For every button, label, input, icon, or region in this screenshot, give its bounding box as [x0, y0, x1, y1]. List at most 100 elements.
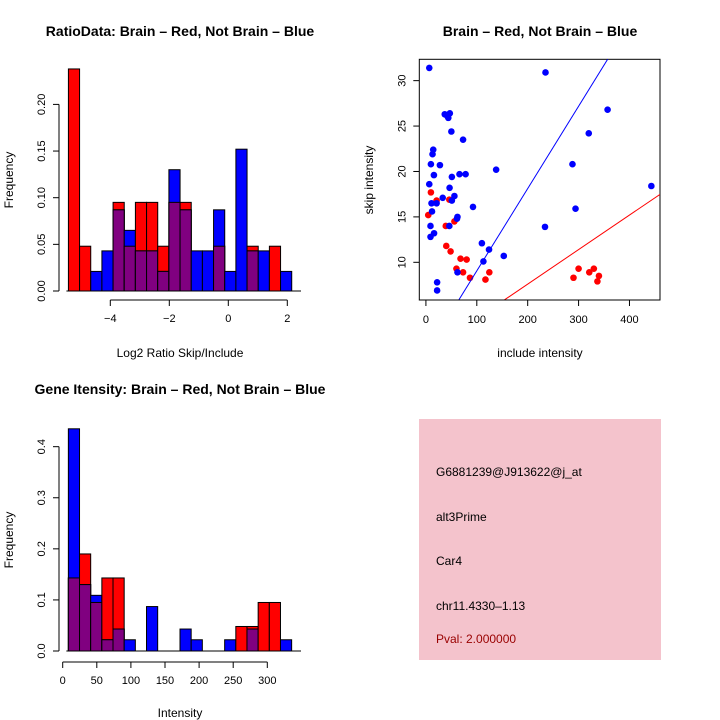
- point-brain: [457, 255, 464, 262]
- point-not-brain: [436, 161, 444, 169]
- point-not-brain: [456, 170, 463, 178]
- point-brain: [595, 272, 603, 280]
- x-tick-label: 200: [190, 675, 208, 687]
- scatter-xlabel: include intensity: [497, 346, 582, 360]
- point-not-brain: [448, 197, 456, 204]
- y-tick-label: 0.3: [36, 490, 48, 505]
- bar-overlap: [134, 250, 148, 292]
- x-tick-label: 100: [468, 314, 486, 326]
- bar-overlap: [112, 209, 125, 292]
- y-tick-label: 20: [396, 165, 408, 177]
- bar-overlap: [246, 628, 259, 652]
- gene-intensity-title: Gene Itensity: Brain – Red, Not Brain – …: [35, 381, 326, 397]
- info-panel: G6881239@J913622@j_at alt3Prime Car4 chr…: [419, 419, 661, 660]
- bar-not-brain: [235, 148, 248, 292]
- x-tick-label: 0: [60, 675, 66, 687]
- point-not-brain: [427, 160, 435, 168]
- bar-brain: [79, 245, 92, 292]
- point-not-brain: [433, 278, 441, 286]
- point-brain: [427, 189, 435, 196]
- bar-overlap: [101, 639, 114, 652]
- point-not-brain: [478, 239, 486, 247]
- y-tick-label: 0.15: [36, 140, 48, 161]
- bar-not-brain: [279, 639, 293, 652]
- point-brain: [585, 268, 593, 276]
- point-not-brain: [433, 199, 440, 207]
- point-not-brain: [446, 184, 453, 192]
- x-tick-label: 300: [569, 314, 587, 326]
- x-tick-label: 150: [156, 675, 174, 687]
- point-not-brain: [541, 223, 549, 231]
- info-background: [419, 419, 661, 660]
- point-brain: [482, 276, 489, 283]
- bar-not-brain: [224, 270, 237, 292]
- point-not-brain: [429, 150, 436, 158]
- bar-overlap: [90, 601, 103, 652]
- y-tick-label: 0.0: [36, 643, 48, 658]
- point-not-brain: [428, 199, 435, 207]
- y-tick-label: 0.00: [36, 280, 48, 301]
- bar-not-brain: [190, 250, 203, 292]
- x-tick-label: 100: [122, 675, 140, 687]
- intensity-scatter-panel: Brain – Red, Not Brain – Blue include in…: [362, 23, 661, 360]
- bar-overlap: [112, 628, 125, 652]
- info-event-type: alt3Prime: [436, 510, 487, 524]
- y-tick-label: 30: [396, 75, 408, 87]
- bar-overlap: [157, 270, 170, 292]
- bar-not-brain: [201, 250, 215, 292]
- x-tick-label: −2: [163, 313, 176, 325]
- bar-not-brain: [179, 628, 192, 652]
- point-not-brain: [448, 173, 456, 181]
- bar-not-brain: [257, 250, 270, 292]
- bar-overlap: [179, 209, 192, 292]
- point-not-brain: [425, 180, 433, 188]
- x-tick-label: 300: [258, 675, 276, 687]
- point-not-brain: [430, 171, 438, 179]
- bar-not-brain: [90, 270, 103, 292]
- point-not-brain: [572, 205, 579, 213]
- y-tick-label: 25: [396, 120, 408, 132]
- bar-overlap: [123, 245, 136, 292]
- bar-not-brain: [190, 639, 203, 652]
- bar-overlap: [213, 245, 226, 292]
- y-tick-label: 0.4: [36, 439, 48, 454]
- info-gene: Car4: [436, 554, 462, 568]
- ratio-histogram-xlabel: Log2 Ratio Skip/Include: [117, 346, 244, 360]
- x-tick-label: −4: [104, 313, 117, 325]
- point-brain: [459, 268, 467, 276]
- info-location: chr11.4330–1.13: [436, 599, 526, 613]
- point-brain: [590, 265, 598, 272]
- point-brain: [575, 265, 582, 272]
- scatter-plot-box: [418, 58, 661, 301]
- ratio-histogram-title: RatioData: Brain – Red, Not Brain – Blue: [46, 23, 315, 39]
- x-tick-label: 50: [91, 675, 103, 687]
- x-tick-label: 400: [620, 314, 638, 326]
- y-tick-label: 0.10: [36, 187, 48, 208]
- point-not-brain: [448, 128, 455, 135]
- y-tick-label: 10: [396, 256, 408, 268]
- x-tick-label: 250: [224, 675, 242, 687]
- x-tick-label: 0: [225, 313, 231, 325]
- point-not-brain: [446, 222, 453, 230]
- fit-line-not-brain: [458, 59, 609, 300]
- bar-not-brain: [101, 250, 114, 292]
- scatter-title: Brain – Red, Not Brain – Blue: [443, 23, 638, 39]
- point-not-brain: [585, 130, 593, 137]
- bar-not-brain: [123, 639, 136, 652]
- point-brain: [486, 268, 493, 276]
- info-pval: Pval: 2.000000: [436, 632, 516, 646]
- bar-overlap: [246, 250, 259, 292]
- point-not-brain: [443, 112, 451, 120]
- point-not-brain: [427, 222, 434, 230]
- point-not-brain: [469, 203, 477, 211]
- point-not-brain: [428, 208, 436, 215]
- point-not-brain: [648, 182, 655, 190]
- gene-intensity-xlabel: Intensity: [158, 706, 203, 720]
- x-tick-label: 0: [423, 314, 429, 326]
- point-not-brain: [459, 136, 467, 143]
- y-tick-label: 0.2: [36, 541, 48, 556]
- scatter-ylabel: skip intensity: [362, 146, 376, 215]
- point-brain: [570, 274, 577, 282]
- point-brain: [594, 278, 601, 285]
